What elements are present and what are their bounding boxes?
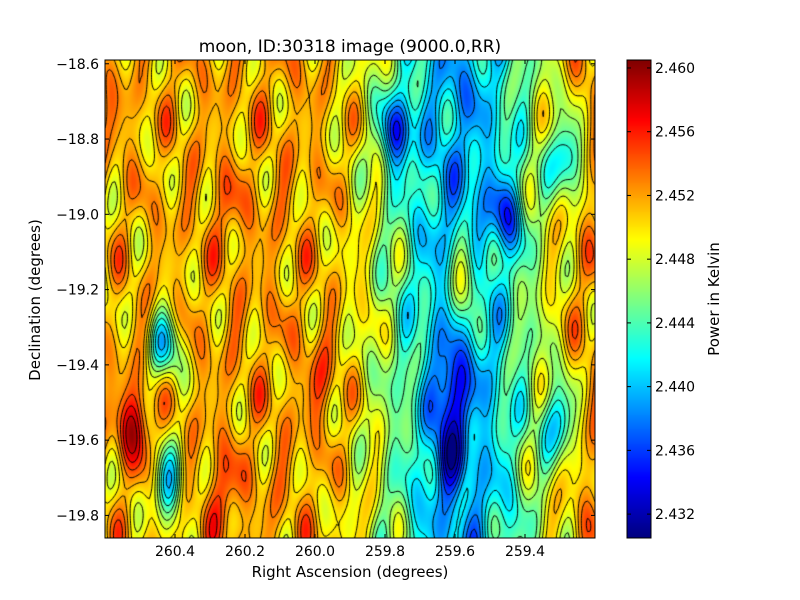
x-axis: 260.4 260.2 260.0 259.8 259.6 259.4 [155, 60, 545, 560]
heatmap-canvas [105, 60, 595, 538]
colorbar-tick-label: 2.436 [655, 443, 695, 459]
colorbar-ticks: 2.432 2.436 2.440 2.444 2.448 2.452 2.456 2.460 [627, 61, 695, 523]
colorbar-frame [626, 59, 652, 539]
y-tick-label: −19.6 [56, 433, 99, 449]
y-tick-label: −19.4 [56, 358, 99, 374]
y-tick-label: −19.0 [56, 207, 99, 223]
colorbar-label: Power in Kelvin [705, 242, 723, 356]
y-axis: −18.6 −18.8 −19.0 −19.2 −19.4 −19.6 −19.8 [56, 57, 595, 524]
colorbar-tick-label: 2.432 [655, 507, 695, 523]
x-axis-label: Right Ascension (degrees) [252, 563, 449, 581]
y-tick-label: −19.8 [56, 508, 99, 524]
y-tick-label: −18.6 [56, 57, 99, 73]
colorbar: 2.432 2.436 2.440 2.444 2.448 2.452 2.456 2.460… [626, 59, 723, 539]
plot-frame [104, 59, 596, 539]
chart-title: moon, ID:30318 image (9000.0,RR) [199, 37, 501, 57]
x-tick-label: 259.4 [505, 544, 545, 560]
x-tick-label: 260.0 [295, 544, 335, 560]
x-tick-label: 260.2 [225, 544, 265, 560]
colorbar-tick-label: 2.452 [655, 188, 695, 204]
colorbar-tick-label: 2.460 [655, 61, 695, 77]
colorbar-gradient [627, 60, 651, 538]
x-tick-label: 259.8 [365, 544, 405, 560]
colorbar-tick-label: 2.448 [655, 252, 695, 268]
y-tick-label: −18.8 [56, 132, 99, 148]
y-tick-label: −19.2 [56, 283, 99, 299]
y-axis-label: Declination (degrees) [26, 219, 44, 381]
plot-area [104, 59, 596, 539]
colorbar-tick-label: 2.456 [655, 125, 695, 141]
colorbar-tick-label: 2.444 [655, 316, 695, 332]
colorbar-tick-label: 2.440 [655, 380, 695, 396]
x-tick-label: 260.4 [155, 544, 195, 560]
x-tick-label: 259.6 [435, 544, 475, 560]
